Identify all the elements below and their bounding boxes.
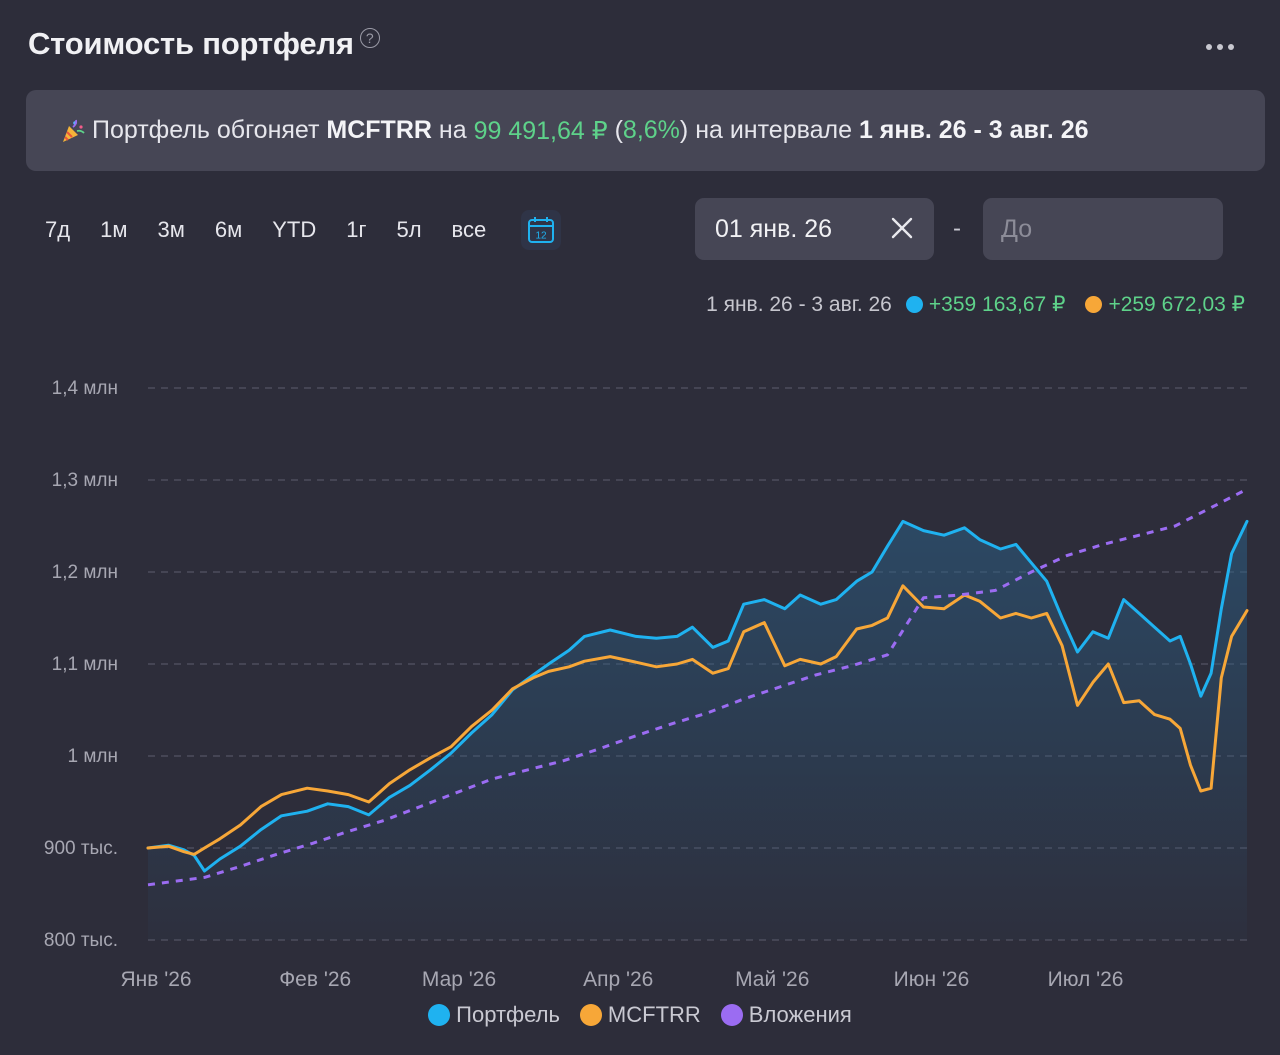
y-tick-label: 1,1 млн xyxy=(52,654,118,675)
y-tick-label: 1,3 млн xyxy=(52,470,118,491)
period-6m[interactable]: 6м xyxy=(214,217,243,242)
calendar-icon-day: 12 xyxy=(536,231,548,242)
y-tick-label: 1,4 млн xyxy=(52,378,118,399)
banner-pct: 8,6% xyxy=(622,116,680,144)
period-3m[interactable]: 3м xyxy=(157,217,185,242)
legend-item-investments[interactable]: Вложения xyxy=(720,1002,852,1028)
portfolio-change: +359 163,67 ₽ xyxy=(928,293,1066,316)
y-axis: 1,4 млн 1,3 млн 1,2 млн 1,1 млн 1 млн 900 тыс… xyxy=(44,378,118,951)
period-7d[interactable]: 7д xyxy=(45,217,71,242)
header: Стоимость портфеля ? xyxy=(28,26,380,62)
legend-label-investments: Вложения xyxy=(748,1002,852,1027)
banner-on: на xyxy=(438,116,467,144)
series-area-portfolio xyxy=(148,521,1247,940)
performance-banner: Портфель обгоняет MCFTRR на 99 491,64 ₽ … xyxy=(26,90,1265,171)
period-5y[interactable]: 5л xyxy=(396,217,422,242)
x-axis: Янв '26 Фев '26 Мар '26 Апр '26 Май '26 Июн '… xyxy=(120,968,1123,991)
legend-dot-index xyxy=(579,1004,602,1026)
calendar-icon: 12 xyxy=(528,217,555,243)
period-selector: 7д 1м 3м 6м YTD 1г 5л все 12 xyxy=(30,205,562,255)
portfolio-dot xyxy=(905,296,923,313)
legend-item-portfolio[interactable]: Портфель xyxy=(428,1002,560,1028)
series-line-portfolio xyxy=(146,519,1249,873)
period-all[interactable]: все xyxy=(451,217,487,242)
date-from-input[interactable]: 01 янв. 26 xyxy=(695,198,934,260)
page-title: Стоимость портфеля xyxy=(28,26,354,61)
banner-index: MCFTRR xyxy=(326,116,432,144)
summary-range: 1 янв. 26 - 3 авг. 26 xyxy=(706,292,892,316)
y-tick-label: 800 тыс. xyxy=(44,930,118,951)
banner-pct-open: ( xyxy=(614,116,623,144)
x-tick-label: Май '26 xyxy=(735,968,809,991)
period-1m[interactable]: 1м xyxy=(100,217,128,242)
legend-dot-investments xyxy=(720,1004,743,1026)
calendar-button[interactable]: 12 xyxy=(521,210,562,250)
legend-item-index[interactable]: MCFTRR xyxy=(579,1002,701,1028)
x-tick-label: Янв '26 xyxy=(120,968,191,991)
date-separator: - xyxy=(953,215,961,242)
period-1y[interactable]: 1г xyxy=(346,217,367,242)
index-dot xyxy=(1085,296,1103,313)
index-change: +259 672,03 ₽ xyxy=(1108,293,1245,316)
y-tick-label: 1 млн xyxy=(68,746,119,767)
legend-dot-portfolio xyxy=(428,1004,451,1026)
summary-row: 1 янв. 26 - 3 авг. 26 +359 163,67 ₽ +259… xyxy=(706,292,1245,317)
date-from-value: 01 янв. 26 xyxy=(715,214,833,243)
x-tick-label: Мар '26 xyxy=(422,968,496,991)
banner-interval: 1 янв. 26 - 3 авг. 26 xyxy=(858,116,1089,144)
more-options-icon[interactable] xyxy=(1206,44,1234,50)
x-tick-label: Фев '26 xyxy=(279,968,351,991)
series-line-investments xyxy=(147,487,1248,887)
x-tick-label: Июл '26 xyxy=(1048,968,1124,991)
help-icon[interactable]: ? xyxy=(359,28,380,48)
banner-prefix: Портфель обгоняет xyxy=(92,116,320,144)
banner-pct-close: ) xyxy=(679,116,689,144)
date-to-input[interactable]: До xyxy=(983,198,1223,260)
period-ytd[interactable]: YTD xyxy=(272,217,317,242)
series-line-index xyxy=(146,584,1249,856)
line-layer xyxy=(146,487,1249,887)
x-tick-label: Апр '26 xyxy=(583,968,653,991)
portfolio-chart[interactable]: 1,4 млн 1,3 млн 1,2 млн 1,1 млн 1 млн 900 тыс… xyxy=(0,340,1280,1000)
area-layer xyxy=(148,521,1247,940)
date-to-placeholder: До xyxy=(1001,214,1033,243)
party-popper-icon xyxy=(63,119,85,142)
banner-interval-label: на интервале xyxy=(695,116,852,144)
close-icon[interactable] xyxy=(890,216,914,240)
y-tick-label: 900 тыс. xyxy=(44,838,118,859)
legend: Портфель MCFTRR Вложения xyxy=(0,1002,1280,1028)
y-tick-label: 1,2 млн xyxy=(52,562,118,583)
x-tick-label: Июн '26 xyxy=(894,968,970,991)
legend-label-index: MCFTRR xyxy=(607,1002,701,1027)
banner-amount: 99 491,64 ₽ xyxy=(473,116,608,145)
legend-label-portfolio: Портфель xyxy=(456,1002,560,1027)
